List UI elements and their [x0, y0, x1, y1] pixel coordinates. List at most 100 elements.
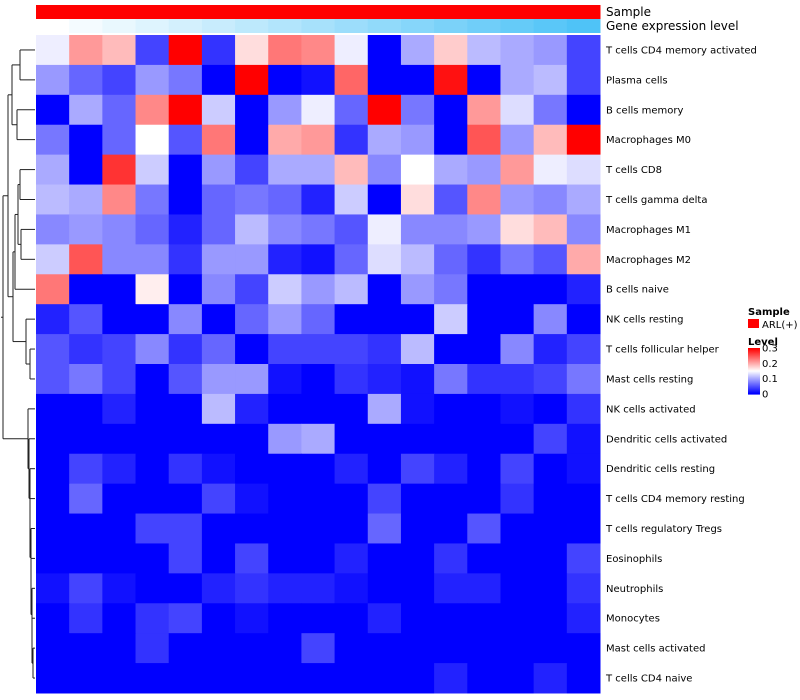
heatmap-cell — [467, 35, 501, 66]
heatmap-cell — [36, 513, 70, 544]
annotation-cell — [102, 5, 137, 19]
annotation-cell — [533, 5, 568, 19]
heatmap-cell — [367, 244, 402, 275]
heatmap-cell — [434, 513, 468, 544]
heatmap-cell — [533, 663, 568, 694]
heatmap-cell — [268, 94, 302, 126]
heatmap-cell — [334, 214, 369, 245]
heatmap-cell — [467, 94, 501, 126]
annotation-cell — [533, 19, 568, 33]
heatmap-cell — [135, 423, 170, 455]
heatmap-cell — [566, 94, 601, 126]
heatmap-cell — [102, 633, 137, 664]
heatmap-cell — [201, 453, 236, 485]
heatmap-cell — [533, 633, 568, 664]
legend-gradient-step — [748, 367, 760, 369]
heatmap-cell — [69, 94, 103, 126]
heatmap-cell — [168, 154, 203, 186]
heatmap-cell — [235, 154, 269, 186]
heatmap-cell — [367, 94, 402, 126]
heatmap-cell — [69, 513, 103, 544]
heatmap-cell — [400, 184, 435, 215]
heatmap-cell — [434, 663, 468, 694]
heatmap-cell — [500, 393, 535, 425]
heatmap-cell — [434, 453, 468, 485]
heatmap-cell — [500, 543, 535, 574]
annotation-cell — [500, 19, 535, 33]
heatmap-cell — [135, 483, 170, 515]
heatmap-cell — [135, 35, 170, 66]
annotation-cell — [434, 19, 468, 33]
heatmap-cell — [467, 334, 501, 365]
heatmap-cell — [533, 124, 568, 156]
heatmap-cell — [168, 573, 203, 604]
heatmap-cell — [268, 663, 302, 694]
heatmap-cell — [69, 543, 103, 574]
heatmap-cell — [168, 663, 203, 694]
heatmap-cell — [500, 244, 535, 275]
legend-level-title: Level — [748, 337, 778, 348]
heatmap-cell — [69, 214, 103, 245]
heatmap-cell — [168, 513, 203, 544]
heatmap-cell — [201, 483, 236, 515]
heatmap-cell — [36, 244, 70, 275]
legend: Sample ARL(+) Level 0.3 0.2 0.1 0 — [748, 307, 798, 401]
legend-gradient-step — [748, 389, 760, 391]
legend-gradient-step — [748, 379, 760, 381]
heatmap-cell — [102, 513, 137, 544]
heatmap-cell — [500, 304, 535, 335]
heatmap-cell — [500, 64, 535, 96]
heatmap-cell — [69, 573, 103, 604]
heatmap-cell — [69, 274, 103, 305]
heatmap-cell — [500, 663, 535, 694]
heatmap-cell — [268, 334, 302, 365]
row-label: NK cells resting — [606, 315, 683, 326]
heatmap-cell — [301, 154, 336, 186]
heatmap-cell — [533, 334, 568, 365]
heatmap-cell — [268, 154, 302, 186]
annotation-cell — [334, 19, 369, 33]
heatmap-cell — [400, 423, 435, 455]
heatmap-cell — [400, 124, 435, 156]
heatmap-cell — [334, 124, 369, 156]
legend-tick-label: 0.2 — [762, 359, 778, 370]
heatmap-cell — [533, 573, 568, 604]
heatmap-cell — [201, 154, 236, 186]
heatmap-cell — [235, 214, 269, 245]
legend-tick-label: 0 — [762, 390, 768, 401]
heatmap-cell — [434, 304, 468, 335]
heatmap-cells — [36, 35, 601, 694]
heatmap-cell — [135, 453, 170, 485]
row-labels: T cells CD4 memory activated Plasma cells… — [605, 45, 757, 684]
row-label: T cells follicular helper — [605, 345, 720, 356]
legend-gradient-step — [748, 380, 760, 382]
row-label: Dendritic cells activated — [606, 434, 727, 445]
legend-gradient-step — [748, 371, 760, 373]
heatmap-cell — [400, 393, 435, 425]
legend-sample-entry: ARL(+) — [762, 320, 798, 331]
legend-tick-label: 0.1 — [762, 374, 778, 385]
heatmap-cell — [467, 453, 501, 485]
heatmap-cell — [168, 94, 203, 126]
heatmap-cell — [301, 483, 336, 515]
heatmap-cell — [201, 64, 236, 96]
heatmap-cell — [168, 244, 203, 275]
legend-tick-label: 0.3 — [762, 344, 778, 355]
heatmap-cell — [400, 154, 435, 186]
heatmap-cell — [334, 304, 369, 335]
annotation-cell — [467, 5, 501, 19]
heatmap-cell — [201, 124, 236, 156]
heatmap-cell — [434, 573, 468, 604]
heatmap-cell — [268, 573, 302, 604]
heatmap-cell — [301, 274, 336, 305]
legend-sample-title: Sample — [748, 307, 790, 318]
annotation-cell — [268, 19, 302, 33]
heatmap-cell — [566, 334, 601, 365]
heatmap-cell — [201, 663, 236, 694]
legend-gradient-step — [748, 384, 760, 386]
heatmap-cell — [201, 573, 236, 604]
heatmap-cell — [102, 274, 137, 305]
legend-gradient-step — [748, 390, 760, 392]
heatmap-cell — [533, 214, 568, 245]
